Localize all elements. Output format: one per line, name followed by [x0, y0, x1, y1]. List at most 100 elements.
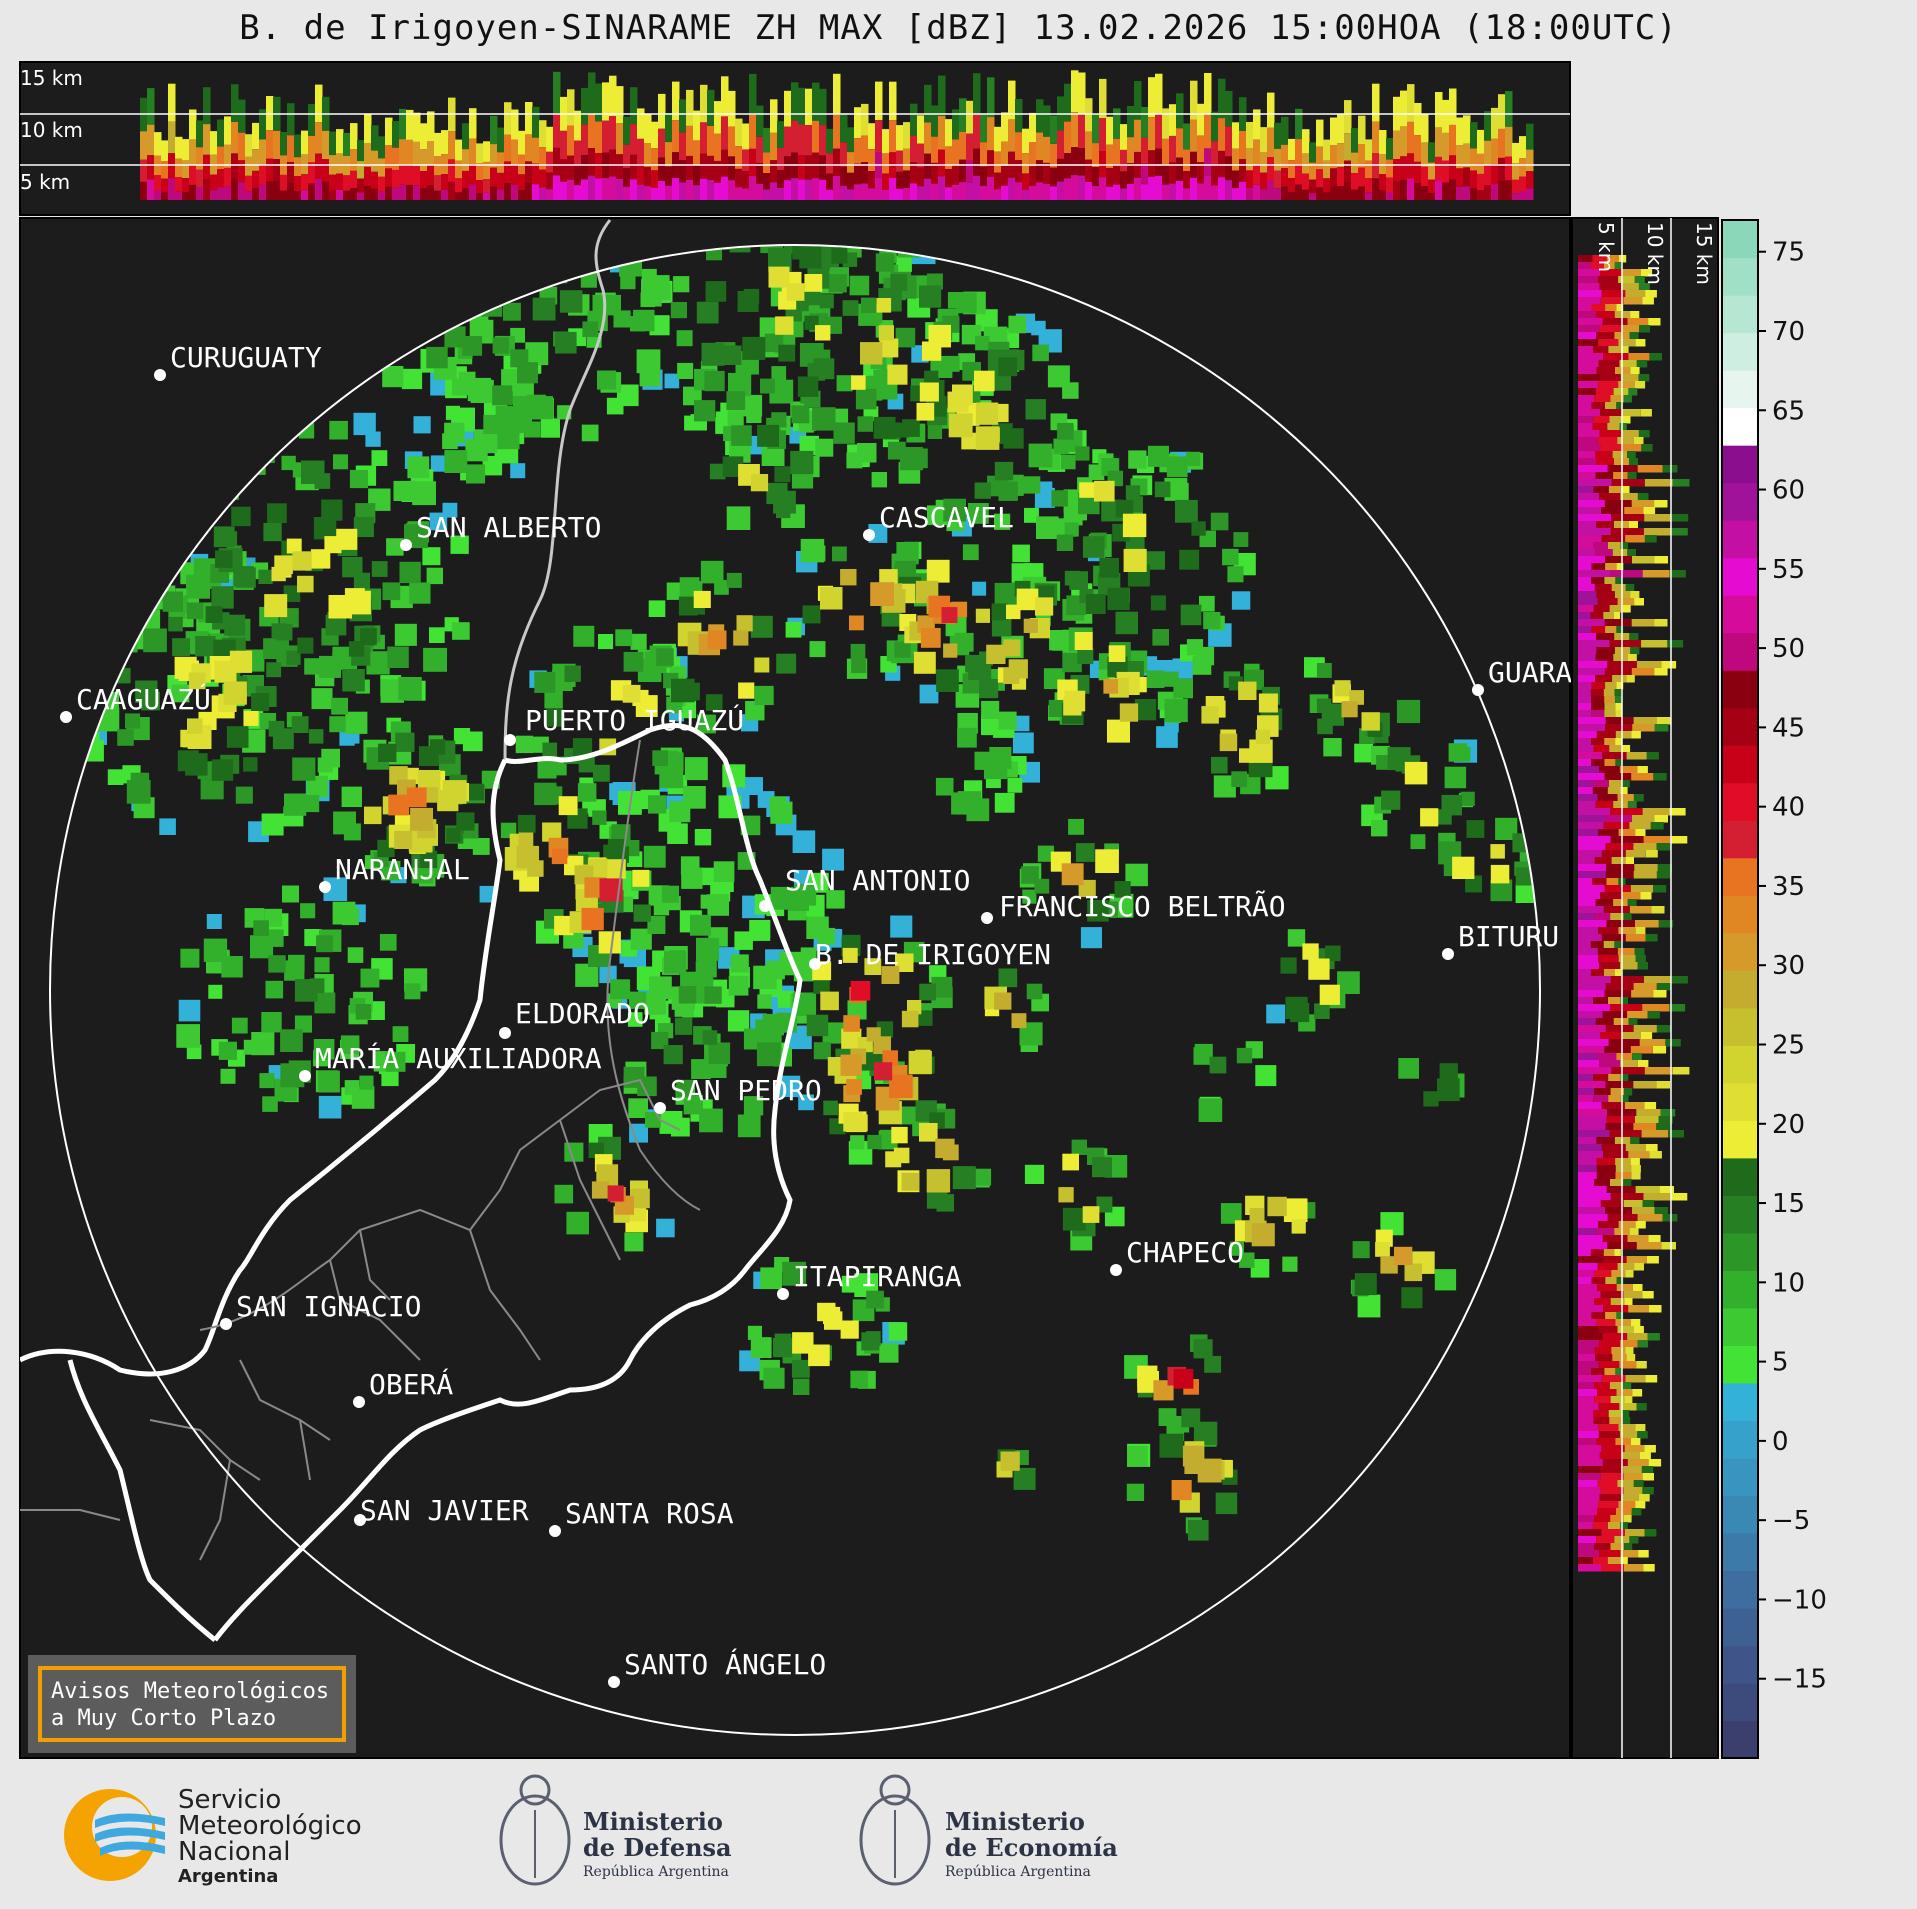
echo-cell	[1099, 118, 1107, 151]
echo-cell	[664, 373, 680, 389]
echo-cell	[644, 186, 652, 200]
echo-cell	[1255, 729, 1271, 745]
echo-cell	[1617, 948, 1635, 956]
echo-cell	[554, 915, 574, 936]
echo-cell	[1578, 619, 1605, 627]
echo-cell	[147, 88, 155, 125]
echo-cell	[828, 274, 847, 293]
echo-cell	[1361, 712, 1380, 731]
echo-cell	[676, 1079, 694, 1097]
echo-cell	[1644, 479, 1673, 487]
echo-cell	[1611, 1270, 1626, 1278]
echo-cell	[1605, 1025, 1634, 1033]
echo-cell	[805, 290, 821, 306]
echo-cell	[1599, 962, 1620, 970]
echo-cell	[1463, 143, 1471, 168]
echo-cell	[1578, 710, 1592, 718]
echo-cell	[1498, 157, 1506, 182]
echo-cell	[1598, 1221, 1619, 1229]
echo-cell	[1598, 927, 1619, 935]
defensa-line1: Ministerio	[583, 1807, 723, 1836]
echo-cell	[686, 180, 694, 200]
echo-cell	[1371, 820, 1388, 837]
echo-cell	[833, 176, 841, 200]
echo-cell	[1606, 864, 1635, 872]
echo-cell	[1119, 703, 1139, 722]
echo-cell	[1597, 1389, 1617, 1397]
echo-cell	[172, 638, 190, 657]
echo-cell	[1092, 143, 1100, 167]
echo-cell	[287, 103, 295, 136]
echo-cell	[1064, 522, 1079, 537]
echo-cell	[438, 790, 456, 808]
echo-cell	[1401, 1287, 1423, 1309]
echo-cell	[1155, 148, 1163, 176]
echo-cell	[546, 126, 554, 152]
echo-cell	[1595, 451, 1613, 459]
city-marker	[549, 1525, 561, 1537]
echo-cell	[597, 370, 617, 390]
echo-cell	[1612, 549, 1628, 557]
echo-cell	[1051, 490, 1068, 507]
echo-cell	[162, 591, 183, 612]
echo-cell	[224, 144, 232, 168]
echo-cell	[1621, 283, 1639, 291]
echo-cell	[1578, 1543, 1595, 1551]
echo-cell	[1647, 1011, 1660, 1019]
echo-cell	[1641, 444, 1653, 452]
echo-cell	[663, 1045, 683, 1065]
echo-cell	[624, 1232, 644, 1252]
echo-cell	[1484, 165, 1492, 186]
echo-cell	[1578, 1291, 1601, 1299]
echo-cell	[898, 1106, 917, 1125]
echo-cell	[1183, 188, 1191, 200]
echo-cell	[1183, 123, 1191, 150]
echo-cell	[1012, 732, 1034, 754]
echo-cell	[1260, 172, 1268, 190]
echo-cell	[1623, 1466, 1642, 1474]
echo-cell	[1622, 745, 1631, 753]
coat-of-arms-icon	[859, 1794, 931, 1886]
echo-cell	[896, 171, 904, 189]
echo-cell	[125, 713, 141, 729]
echo-cell	[649, 976, 672, 1000]
echo-cell	[1618, 339, 1636, 347]
echo-cell	[355, 1004, 372, 1020]
echo-cell	[1127, 184, 1135, 200]
echo-cell	[1106, 116, 1114, 145]
echo-cell	[945, 119, 953, 147]
echo-cell	[1578, 283, 1600, 291]
echo-cell	[525, 102, 533, 135]
echo-cell	[1617, 1326, 1634, 1334]
echo-cell	[889, 177, 897, 200]
city-marker	[60, 711, 72, 723]
echo-cell	[1609, 605, 1623, 613]
echo-cell	[168, 616, 183, 632]
echo-cell	[822, 848, 844, 871]
echo-cell	[1578, 864, 1607, 872]
echo-cell	[1597, 1053, 1617, 1061]
echo-cell	[462, 188, 470, 200]
echo-cell	[504, 183, 512, 200]
echo-cell	[1598, 1403, 1620, 1411]
echo-cell	[472, 838, 490, 855]
echo-cell	[1656, 1123, 1671, 1131]
echo-cell	[1512, 193, 1520, 200]
echo-cell	[238, 160, 246, 183]
echo-cell	[217, 146, 225, 170]
echo-cell	[832, 546, 847, 562]
echo-cell	[357, 140, 365, 162]
echo-cell	[694, 829, 712, 846]
echo-cell	[336, 189, 344, 200]
echo-cell	[1594, 1088, 1611, 1096]
echo-cell	[1638, 1550, 1649, 1558]
echo-cell	[1661, 1242, 1676, 1250]
echo-cell	[889, 120, 897, 153]
echo-cell	[1593, 346, 1609, 354]
echo-cell	[1308, 958, 1330, 980]
echo-cell	[314, 992, 336, 1014]
echo-cell	[763, 173, 771, 190]
echo-cell	[1596, 591, 1615, 599]
